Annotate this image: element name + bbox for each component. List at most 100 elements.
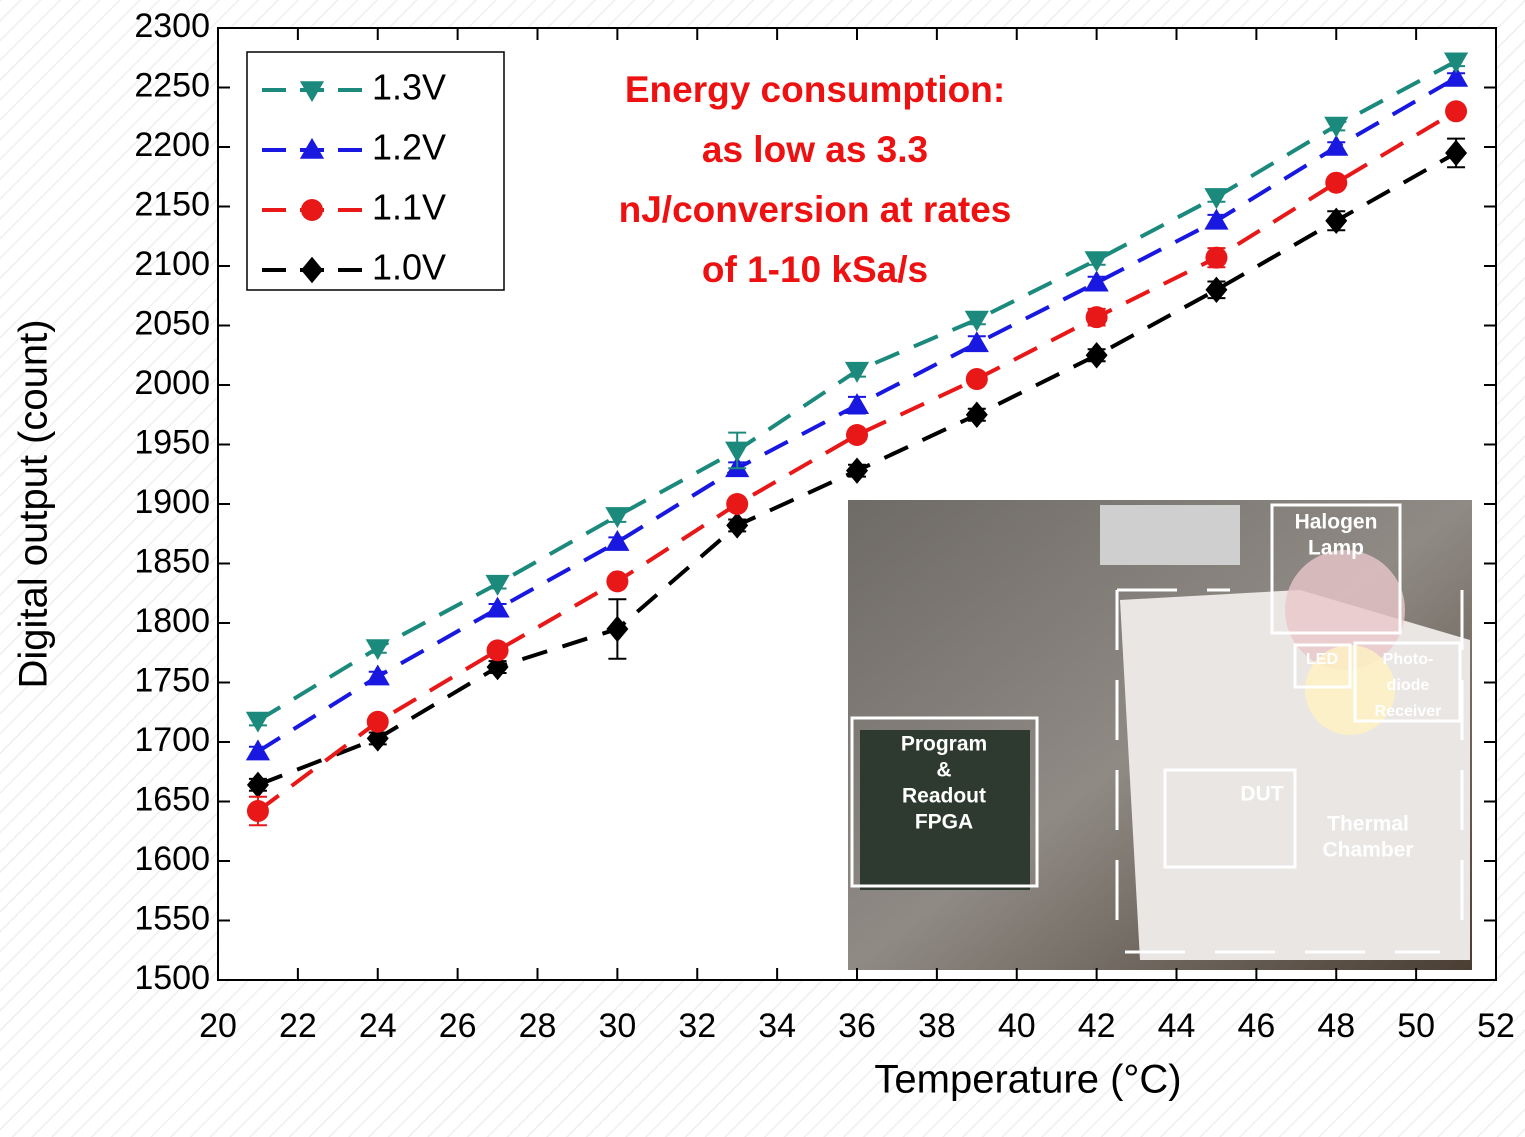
marker <box>1324 134 1349 156</box>
inset-label: Photo- <box>1383 651 1434 668</box>
legend-label: 1.1V <box>372 187 446 228</box>
x-tick-label: 34 <box>758 1007 796 1045</box>
y-tick-label: 1500 <box>134 959 210 997</box>
y-tick-label: 2100 <box>134 245 210 283</box>
inset-label: Readout <box>902 785 986 808</box>
marker <box>1085 342 1108 369</box>
marker <box>1445 100 1468 123</box>
y-tick-label: 1700 <box>134 721 210 759</box>
marker <box>1084 251 1109 273</box>
inset-label: diode <box>1387 677 1430 694</box>
x-tick-label: 20 <box>199 1007 237 1045</box>
marker <box>1325 207 1348 234</box>
inset-label: & <box>936 759 951 782</box>
y-tick-label: 2250 <box>134 66 210 104</box>
inset-label: Lamp <box>1308 537 1364 560</box>
marker <box>846 423 868 446</box>
marker <box>965 401 988 428</box>
y-tick-label: 2000 <box>134 364 210 402</box>
legend-marker <box>299 81 325 103</box>
marker <box>1443 65 1469 87</box>
inset-label: Halogen <box>1295 511 1378 534</box>
marker <box>1205 246 1228 269</box>
y-tick-label: 1550 <box>134 899 210 937</box>
x-tick-label: 46 <box>1237 1007 1275 1045</box>
inset-label: Receiver <box>1375 703 1442 720</box>
marker <box>245 739 271 761</box>
legend-label: 1.2V <box>372 127 446 168</box>
x-tick-label: 28 <box>519 1007 557 1045</box>
y-tick-label: 2300 <box>134 7 210 45</box>
marker <box>605 507 630 528</box>
marker <box>726 493 749 515</box>
marker <box>486 639 509 662</box>
x-tick-label: 42 <box>1078 1007 1116 1045</box>
inset-label: DUT <box>1240 783 1283 806</box>
marker <box>366 725 389 752</box>
marker <box>606 615 629 643</box>
y-tick-label: 1600 <box>134 840 210 878</box>
marker <box>1204 188 1229 210</box>
inset-label: Program <box>901 733 987 756</box>
marker <box>486 653 509 681</box>
x-tick-label: 24 <box>359 1007 397 1045</box>
inset-label: Chamber <box>1322 839 1413 862</box>
x-tick-label: 22 <box>279 1007 317 1045</box>
marker <box>485 596 510 618</box>
marker <box>1205 276 1228 303</box>
marker <box>964 310 989 332</box>
inset-label: FPGA <box>915 811 973 834</box>
x-tick-label: 40 <box>998 1007 1036 1045</box>
legend-marker <box>299 137 325 159</box>
y-tick-label: 1750 <box>134 661 210 699</box>
y-tick-label: 1850 <box>134 542 210 580</box>
x-tick-label: 30 <box>598 1007 636 1045</box>
marker <box>365 639 390 661</box>
x-tick-label: 38 <box>918 1007 956 1045</box>
marker <box>1443 52 1469 74</box>
x-tick-label: 44 <box>1158 1007 1196 1045</box>
annotation: Energy consumption: <box>625 69 1005 110</box>
marker <box>1085 306 1108 329</box>
inset-photo: Halogen Lamp LED Photo-diode Receiver Program… <box>848 500 1472 970</box>
inset-label: Thermal <box>1327 813 1409 836</box>
annotation: of 1-10 kSa/s <box>702 249 928 290</box>
y-tick-label: 1650 <box>134 780 210 818</box>
y-axis-label: Digital output (count) <box>12 319 56 688</box>
marker <box>246 771 269 799</box>
marker <box>844 361 870 383</box>
marker <box>964 331 989 353</box>
marker <box>965 368 988 391</box>
marker <box>1204 208 1229 230</box>
marker <box>366 710 389 733</box>
marker <box>725 441 750 463</box>
legend-frame <box>246 51 505 291</box>
y-tick-label: 1950 <box>134 423 210 461</box>
marker <box>844 393 870 415</box>
marker <box>485 574 510 596</box>
y-tick-label: 2150 <box>134 185 210 223</box>
x-tick-label: 52 <box>1477 1007 1515 1045</box>
marker <box>1445 139 1468 167</box>
x-tick-label: 32 <box>678 1007 716 1045</box>
marker <box>1324 116 1349 138</box>
legend-label: 1.3V <box>372 67 446 108</box>
legend-marker <box>301 256 323 284</box>
legend-marker <box>301 199 323 221</box>
marker <box>605 529 630 551</box>
marker <box>1325 171 1348 194</box>
x-axis-label: Temperature (°C) <box>874 1058 1181 1102</box>
inset-label: LED <box>1306 651 1338 668</box>
x-tick-label: 36 <box>838 1007 876 1045</box>
annotation: nJ/conversion at rates <box>619 189 1012 230</box>
y-tick-label: 1800 <box>134 602 210 640</box>
marker <box>246 800 269 823</box>
y-tick-label: 2200 <box>134 126 210 164</box>
series-line <box>256 109 1458 813</box>
marker <box>726 512 749 539</box>
annotation: as low as 3.3 <box>702 129 928 170</box>
marker <box>606 570 629 593</box>
marker <box>846 457 868 484</box>
x-tick-label: 26 <box>439 1007 477 1045</box>
